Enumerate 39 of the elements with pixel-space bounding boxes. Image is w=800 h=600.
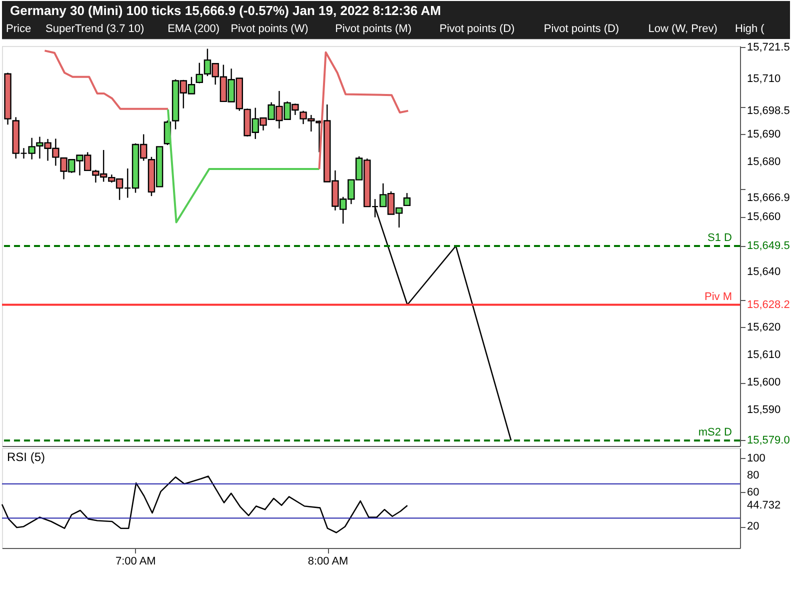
text: Pivot points (W) <box>230 23 308 35</box>
y-tick-label: 15,610 <box>747 348 781 361</box>
y-tick-label: 60 <box>747 486 760 498</box>
ref-line-label: Piv M <box>704 290 732 303</box>
y-tick-label: 15,710 <box>747 73 781 86</box>
text: Low (W, Prev) <box>648 23 718 35</box>
y-tick-label: 15,680 <box>747 156 781 168</box>
text: EMA (200) <box>168 23 220 35</box>
y-tick-label: 15,628.2 <box>747 298 790 311</box>
y-tick-label: 15,666.9 <box>747 192 790 204</box>
y-tick-label: 15,660 <box>747 211 781 224</box>
y-tick-label: 15,698.5 <box>747 104 790 117</box>
chart-title: Germany 30 (Mini) 100 ticks 15,666.9 (-0.57%) Jan 19, 2022 8:12:36 AM <box>10 3 441 18</box>
y-tick-label: 100 <box>747 452 766 464</box>
y-tick-label: 15,690 <box>747 128 781 140</box>
text: High ( <box>735 23 765 35</box>
x-tick-label: 8:00 AM <box>308 556 348 568</box>
y-tick-label: 80 <box>747 469 760 482</box>
y-tick-label: 20 <box>747 520 760 533</box>
chart-title: RSI (5) <box>7 450 46 464</box>
x-tick-label: 7:00 AM <box>115 556 156 568</box>
line-series <box>44 50 170 110</box>
text: Pivot points (D) <box>440 23 515 35</box>
text: Pivot points (M) <box>335 23 412 35</box>
y-tick-label: 15,620 <box>747 321 781 334</box>
candlestick <box>403 192 411 206</box>
y-tick-label: 44.732 <box>747 499 781 512</box>
text: Pivot points (D) <box>544 23 620 35</box>
y-tick-label: 15,590 <box>747 404 781 416</box>
ref-line-label: mS2 D <box>698 426 732 438</box>
y-tick-label: 15,721.5 <box>747 41 790 54</box>
text: SuperTrend (3.7 10) <box>46 23 144 35</box>
line-series <box>1 476 408 534</box>
y-tick-label: 15,579.0 <box>747 434 790 446</box>
y-tick-label: 15,649.5 <box>747 240 790 252</box>
y-tick-label: 15,640 <box>747 266 781 278</box>
text: Price <box>6 23 32 35</box>
y-tick-label: 15,600 <box>747 376 781 389</box>
ref-line-label: S1 D <box>708 232 732 244</box>
